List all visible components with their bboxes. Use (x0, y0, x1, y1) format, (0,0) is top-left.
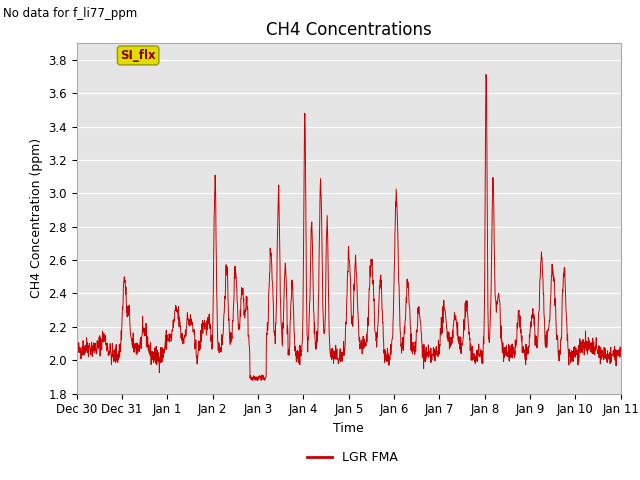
Y-axis label: CH4 Concentration (ppm): CH4 Concentration (ppm) (30, 138, 43, 299)
Legend: LGR FMA: LGR FMA (301, 446, 403, 469)
Title: CH4 Concentrations: CH4 Concentrations (266, 21, 431, 39)
Text: SI_flx: SI_flx (120, 49, 156, 62)
Text: No data for f_li77_ppm: No data for f_li77_ppm (3, 7, 138, 20)
X-axis label: Time: Time (333, 422, 364, 435)
